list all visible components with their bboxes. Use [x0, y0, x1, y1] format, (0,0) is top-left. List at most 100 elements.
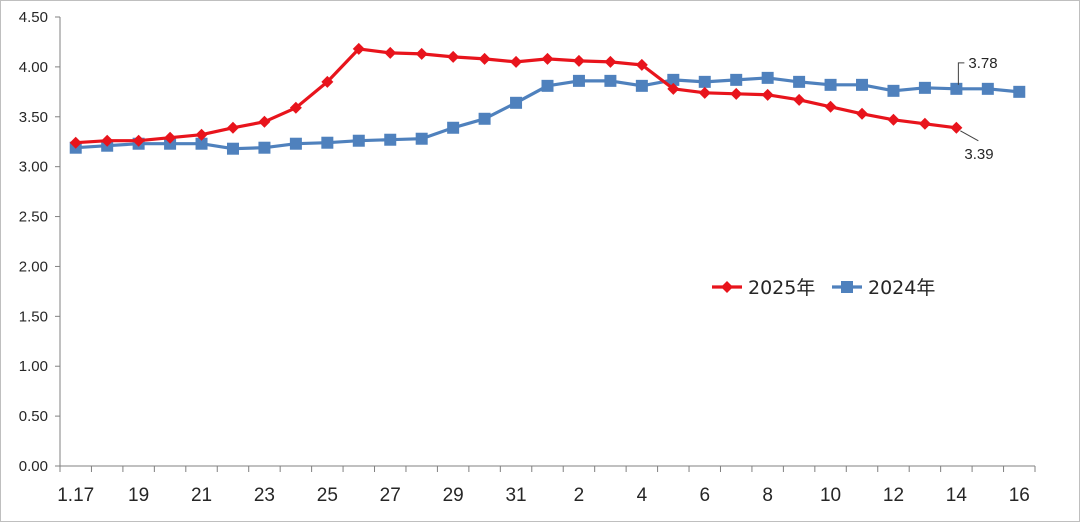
- legend-item-2025[interactable]: 2025年: [712, 277, 815, 299]
- series-layer: [69, 42, 1026, 155]
- data-point: [226, 142, 239, 155]
- x-tick-label: 19: [128, 485, 149, 506]
- x-tick-label: 29: [443, 485, 464, 506]
- data-point: [730, 87, 743, 100]
- data-point: [415, 132, 428, 145]
- data-label: 3.39: [964, 146, 993, 163]
- data-point: [918, 81, 931, 94]
- annotation-leader: [960, 130, 979, 142]
- y-tick-label: 2.50: [19, 209, 48, 226]
- data-point: [384, 133, 397, 146]
- series-2024: [69, 71, 1026, 155]
- axes: [59, 17, 1035, 467]
- data-point: [510, 55, 523, 68]
- data-point: [510, 96, 523, 109]
- data-point: [950, 121, 963, 134]
- x-tick-label: 2: [574, 485, 585, 506]
- y-tick-label: 4.50: [19, 9, 48, 26]
- data-point: [101, 134, 114, 147]
- y-tick-label: 3.00: [19, 159, 48, 176]
- data-point: [793, 75, 806, 88]
- data-point: [478, 52, 491, 65]
- data-point: [226, 121, 239, 134]
- data-point: [824, 78, 837, 91]
- data-point: [478, 112, 491, 125]
- y-tick-label: 0.00: [19, 458, 48, 475]
- data-point: [289, 137, 302, 150]
- data-point: [69, 136, 82, 149]
- x-tick-label: 31: [505, 485, 526, 506]
- data-point: [352, 134, 365, 147]
- legend-label-2024: 2024年: [868, 277, 935, 299]
- x-tick-label: 6: [699, 485, 710, 506]
- y-tick-label: 0.50: [19, 408, 48, 425]
- data-point: [447, 50, 460, 63]
- data-point: [164, 131, 177, 144]
- data-point: [541, 79, 554, 92]
- x-tick-label: 25: [317, 485, 338, 506]
- data-point: [856, 107, 869, 120]
- y-tick-label: 2.00: [19, 258, 48, 275]
- data-point: [352, 42, 365, 55]
- data-point: [635, 58, 648, 71]
- data-point: [195, 137, 208, 150]
- data-point: [321, 75, 334, 88]
- x-tick-label: 1.17: [57, 485, 94, 506]
- y-tick-label: 3.50: [19, 109, 48, 126]
- y-axis-ticks: 0.00 0.50 1.00 1.50 2.00 2.50 3.00 3.50 4.00 4.50: [19, 9, 60, 475]
- y-tick-label: 4.00: [19, 59, 48, 76]
- legend-marker-2025: [721, 281, 733, 293]
- data-point: [635, 79, 648, 92]
- data-point: [384, 46, 397, 59]
- data-point: [981, 82, 994, 95]
- data-point: [698, 86, 711, 99]
- legend: 2025年 2024年: [712, 277, 935, 299]
- x-tick-label: 8: [762, 485, 773, 506]
- annotation-layer: 3.78 3.39: [957, 55, 998, 163]
- data-point: [541, 52, 554, 65]
- data-point: [258, 141, 271, 154]
- data-point: [1013, 85, 1026, 98]
- data-label: 3.78: [968, 55, 997, 72]
- data-point: [572, 74, 585, 87]
- data-point: [415, 47, 428, 60]
- x-tick-label: 23: [254, 485, 275, 506]
- data-point: [572, 54, 585, 67]
- data-point: [793, 93, 806, 106]
- y-tick-label: 1.50: [19, 308, 48, 325]
- data-point: [258, 115, 271, 128]
- data-point: [667, 73, 680, 86]
- data-point: [698, 75, 711, 88]
- data-point: [132, 134, 145, 147]
- x-axis-ticks: 1.17 19 21 23 25 27 29 31 2 4 6 8 10 12 14 16: [57, 466, 1036, 506]
- data-point: [321, 136, 334, 149]
- data-point: [604, 74, 617, 87]
- x-tick-label: 14: [946, 485, 968, 506]
- data-point: [289, 101, 302, 114]
- legend-marker-2024: [841, 281, 853, 293]
- x-tick-label: 27: [380, 485, 401, 506]
- data-point: [856, 78, 869, 91]
- data-point: [887, 113, 900, 126]
- legend-item-2024[interactable]: 2024年: [832, 277, 935, 299]
- data-point: [195, 128, 208, 141]
- x-tick-label: 4: [637, 485, 648, 506]
- data-point: [730, 73, 743, 86]
- data-point: [918, 117, 931, 130]
- data-point: [824, 100, 837, 113]
- data-point: [447, 121, 460, 134]
- data-point: [604, 55, 617, 68]
- data-point: [667, 82, 680, 95]
- x-tick-label: 12: [883, 485, 904, 506]
- data-point: [761, 88, 774, 101]
- data-point: [950, 82, 963, 95]
- y-tick-label: 1.00: [19, 358, 48, 375]
- annotation-leader: [957, 62, 965, 85]
- x-tick-label: 10: [820, 485, 841, 506]
- x-tick-label: 16: [1009, 485, 1030, 506]
- data-point: [761, 71, 774, 84]
- x-tick-label: 21: [191, 485, 212, 506]
- data-point: [887, 84, 900, 97]
